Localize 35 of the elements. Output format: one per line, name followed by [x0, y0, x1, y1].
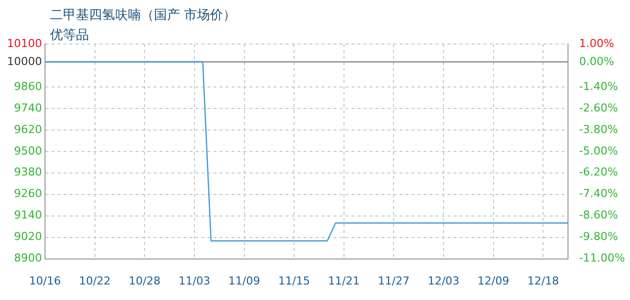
x-tick-label: 11/21: [328, 274, 360, 288]
chart-subtitle: 优等品: [50, 27, 89, 44]
y2-tick-label: -5.00%: [579, 144, 618, 158]
y2-tick-label: 1.00%: [579, 36, 614, 50]
x-tick-label: 10/16: [29, 274, 61, 288]
x-tick-label: 11/09: [228, 274, 260, 288]
x-tick-label: 12/09: [478, 274, 510, 288]
y-tick-label: 9860: [14, 80, 42, 93]
y2-tick-label: -6.20%: [579, 166, 618, 179]
chart-title: 二甲基四氢呋喃（国产 市场价）: [50, 7, 236, 24]
x-tick-label: 10/28: [128, 274, 160, 288]
y-tick-label: 9380: [14, 166, 42, 179]
y2-tick-label: -8.60%: [579, 208, 618, 222]
x-tick-label: 10/22: [78, 274, 111, 288]
y-tick-label: 9620: [14, 122, 42, 136]
y2-tick-label: -11.00%: [579, 252, 626, 265]
y2-tick-label: -1.40%: [579, 80, 618, 93]
y2-tick-label: 0.00%: [579, 54, 614, 68]
x-tick-label: 11/15: [278, 274, 310, 288]
y2-tick-label: -2.60%: [579, 101, 618, 114]
y-tick-label: 9740: [14, 101, 42, 114]
y-tick-label: 9020: [14, 230, 42, 244]
y-tick-label: 9260: [14, 187, 42, 200]
y-tick-label: 10100: [6, 36, 42, 50]
x-tick-label: 11/27: [378, 274, 410, 288]
y-tick-label: 9140: [14, 208, 42, 222]
y-tick-label: 8900: [14, 252, 42, 265]
y2-tick-label: -9.80%: [579, 230, 618, 244]
y-tick-label: 10000: [6, 54, 42, 68]
x-tick-label: 12/03: [428, 274, 460, 288]
y-tick-label: 9500: [14, 144, 42, 158]
y2-tick-label: -7.40%: [579, 187, 618, 200]
x-tick-label: 12/18: [527, 274, 560, 288]
x-tick-label: 11/03: [178, 274, 210, 288]
y2-tick-label: -3.80%: [579, 122, 618, 136]
